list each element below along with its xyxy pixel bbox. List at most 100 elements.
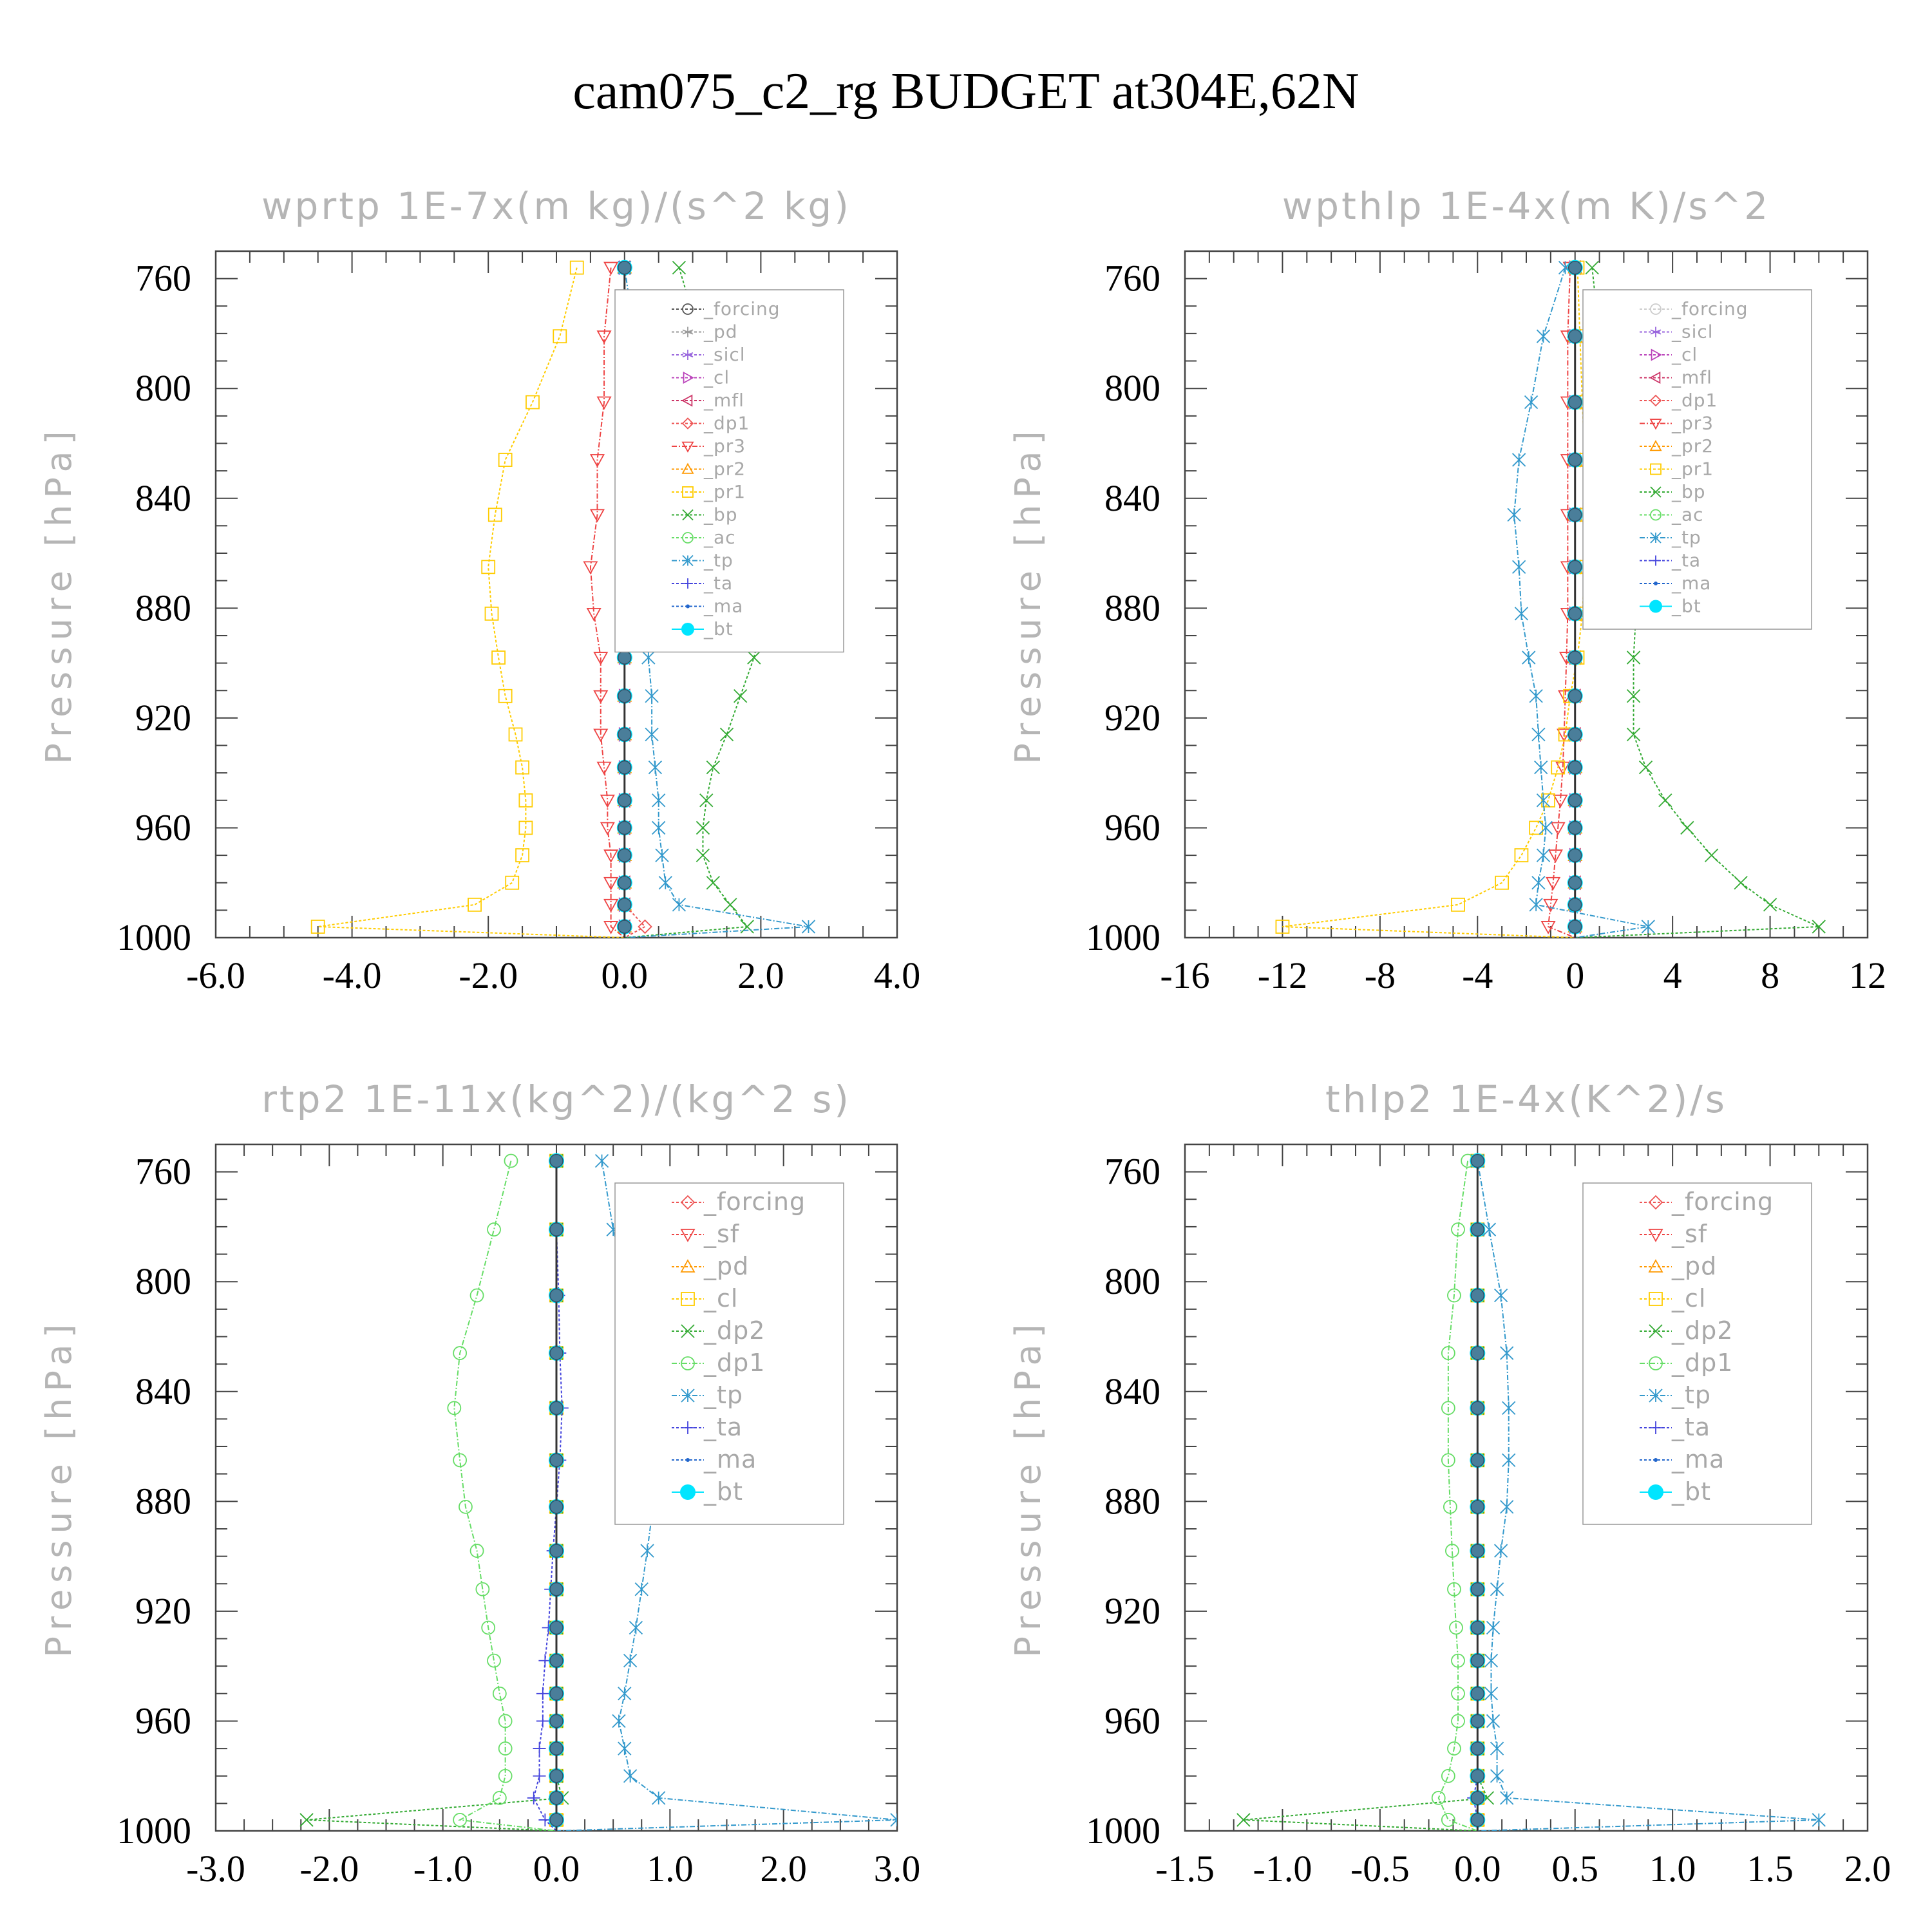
- triangle-down-marker: [1555, 761, 1571, 775]
- x-marker: [1680, 820, 1694, 835]
- asterisk-marker: [652, 1791, 666, 1805]
- legend-item-cl: _cl: [1640, 1284, 1705, 1312]
- y-tick-label: 840: [135, 477, 191, 519]
- stacked-zero-marker: [549, 1741, 564, 1756]
- stacked-zero-marker: [549, 1500, 564, 1514]
- y-tick-label: 1000: [117, 1810, 191, 1852]
- square-marker: [515, 760, 529, 775]
- circle-marker: [1650, 303, 1662, 315]
- legend-label: _mfl: [1671, 367, 1712, 388]
- legend-label: _dp1: [703, 413, 750, 434]
- x-tick-label: -6.0: [186, 954, 245, 996]
- legend-label: _forcing: [1671, 298, 1748, 319]
- plus-marker: [683, 578, 693, 589]
- square-marker: [484, 606, 499, 621]
- stacked-zero-marker: [549, 1768, 564, 1783]
- stacked-zero-marker: [618, 875, 632, 890]
- stacked-zero-marker: [1470, 1401, 1485, 1416]
- stacked-zero-marker: [1567, 560, 1582, 574]
- x-marker: [1638, 760, 1653, 775]
- legend-item-pd: _pd: [672, 1252, 748, 1280]
- x-marker: [672, 260, 687, 275]
- x-marker: [719, 727, 734, 742]
- legend-item-ma: _ma: [1640, 1445, 1724, 1473]
- stacked-zero-marker: [1567, 260, 1582, 275]
- legend-item-dp2: _dp2: [672, 1316, 765, 1345]
- circle-marker: [1441, 1346, 1455, 1360]
- legend-item-ta: _ta: [672, 1413, 742, 1441]
- stacked-zero-marker: [549, 1346, 564, 1360]
- legend-item-ma: _ma: [672, 1445, 757, 1473]
- legend-label: _ta: [1671, 1413, 1710, 1441]
- triangle-up-marker: [680, 1259, 696, 1273]
- triangle-down-marker: [603, 921, 619, 934]
- legend: _forcing_sicl_cl_mfl_dp1_pr3_pr2_pr1_bp_…: [1582, 289, 1812, 630]
- legend-label: _bp: [703, 504, 738, 526]
- y-tick-label: 840: [135, 1370, 191, 1412]
- legend-item-ac: _ac: [672, 527, 735, 548]
- square-marker: [1649, 1292, 1663, 1306]
- legend-label: _cl: [703, 1284, 738, 1312]
- square-marker: [498, 688, 513, 703]
- legend-label: _pr3: [703, 435, 746, 457]
- legend-item-forcing: _forcing: [1640, 1188, 1773, 1216]
- legend-label: _sf: [703, 1220, 740, 1248]
- plot-area: [299, 1153, 897, 1831]
- asterisk-marker: [652, 820, 666, 835]
- plus-marker: [527, 1791, 540, 1804]
- circle-marker: [1451, 1222, 1465, 1237]
- asterisk-marker: [1486, 1620, 1501, 1635]
- plus-marker: [1649, 1421, 1662, 1434]
- circle-marker: [498, 1741, 513, 1756]
- legend-label: _dp2: [1671, 1316, 1733, 1345]
- x-tick-label: 2.0: [737, 954, 784, 996]
- legend: _forcing _sf _pd _cl _dp2 _dp1 _tp _ta _ma _bt: [614, 1182, 844, 1525]
- series-line: [317, 267, 625, 938]
- x-tick-label: -2.0: [459, 954, 518, 996]
- legend-label: _pd: [703, 321, 738, 343]
- circle-marker: [1447, 1288, 1461, 1303]
- triangle-down-marker: [589, 509, 605, 523]
- asterisk-marker: [652, 793, 666, 808]
- x-tick-label: 2.0: [760, 1848, 807, 1889]
- series-line: [1513, 267, 1649, 938]
- asterisk-marker: [801, 920, 816, 934]
- plus-marker: [681, 1421, 694, 1434]
- triangle-down-marker: [603, 898, 619, 913]
- legend-label: _dp2: [703, 1316, 765, 1345]
- stacked-zero-marker: [618, 920, 632, 934]
- circle-marker: [487, 1222, 501, 1237]
- stacked-zero-marker: [549, 1791, 564, 1805]
- circle-marker: [487, 1653, 501, 1668]
- x-marker: [1649, 1324, 1663, 1338]
- legend-label: _ma: [703, 1445, 757, 1473]
- y-tick-label: 800: [1104, 1260, 1160, 1302]
- series-tp: [1507, 260, 1655, 938]
- series-line: [624, 267, 772, 938]
- stacked-zero-marker: [1470, 1582, 1485, 1596]
- y-tick-label: 760: [1104, 258, 1160, 299]
- legend-label: _dp1: [1671, 1349, 1733, 1377]
- square-marker: [1514, 848, 1529, 862]
- triangle-up-marker: [1648, 1259, 1663, 1273]
- asterisk-marker: [640, 1544, 654, 1558]
- square-marker: [553, 329, 567, 344]
- plus-marker: [536, 1714, 549, 1728]
- y-tick-label: 840: [1104, 477, 1160, 519]
- y-tick-label: 1000: [117, 916, 191, 958]
- star-marker: [682, 327, 694, 337]
- asterisk-marker: [1482, 1222, 1497, 1236]
- stacked-zero-marker: [1567, 875, 1582, 890]
- circle-marker: [498, 1768, 513, 1783]
- square-marker: [1650, 463, 1662, 475]
- stacked-zero-marker: [1567, 453, 1582, 467]
- y-tick-label: 960: [135, 806, 191, 848]
- panel-title: thlp2 1E-4x(K^2)/s: [1325, 1077, 1727, 1121]
- x-tick-label: 1.0: [647, 1848, 694, 1889]
- square-marker: [1451, 897, 1465, 912]
- asterisk-marker: [1500, 1500, 1514, 1514]
- stacked-zero-marker: [1567, 793, 1582, 808]
- triangle-down-marker: [1548, 849, 1563, 863]
- asterisk-marker: [623, 1653, 638, 1668]
- plus-marker: [533, 1769, 546, 1783]
